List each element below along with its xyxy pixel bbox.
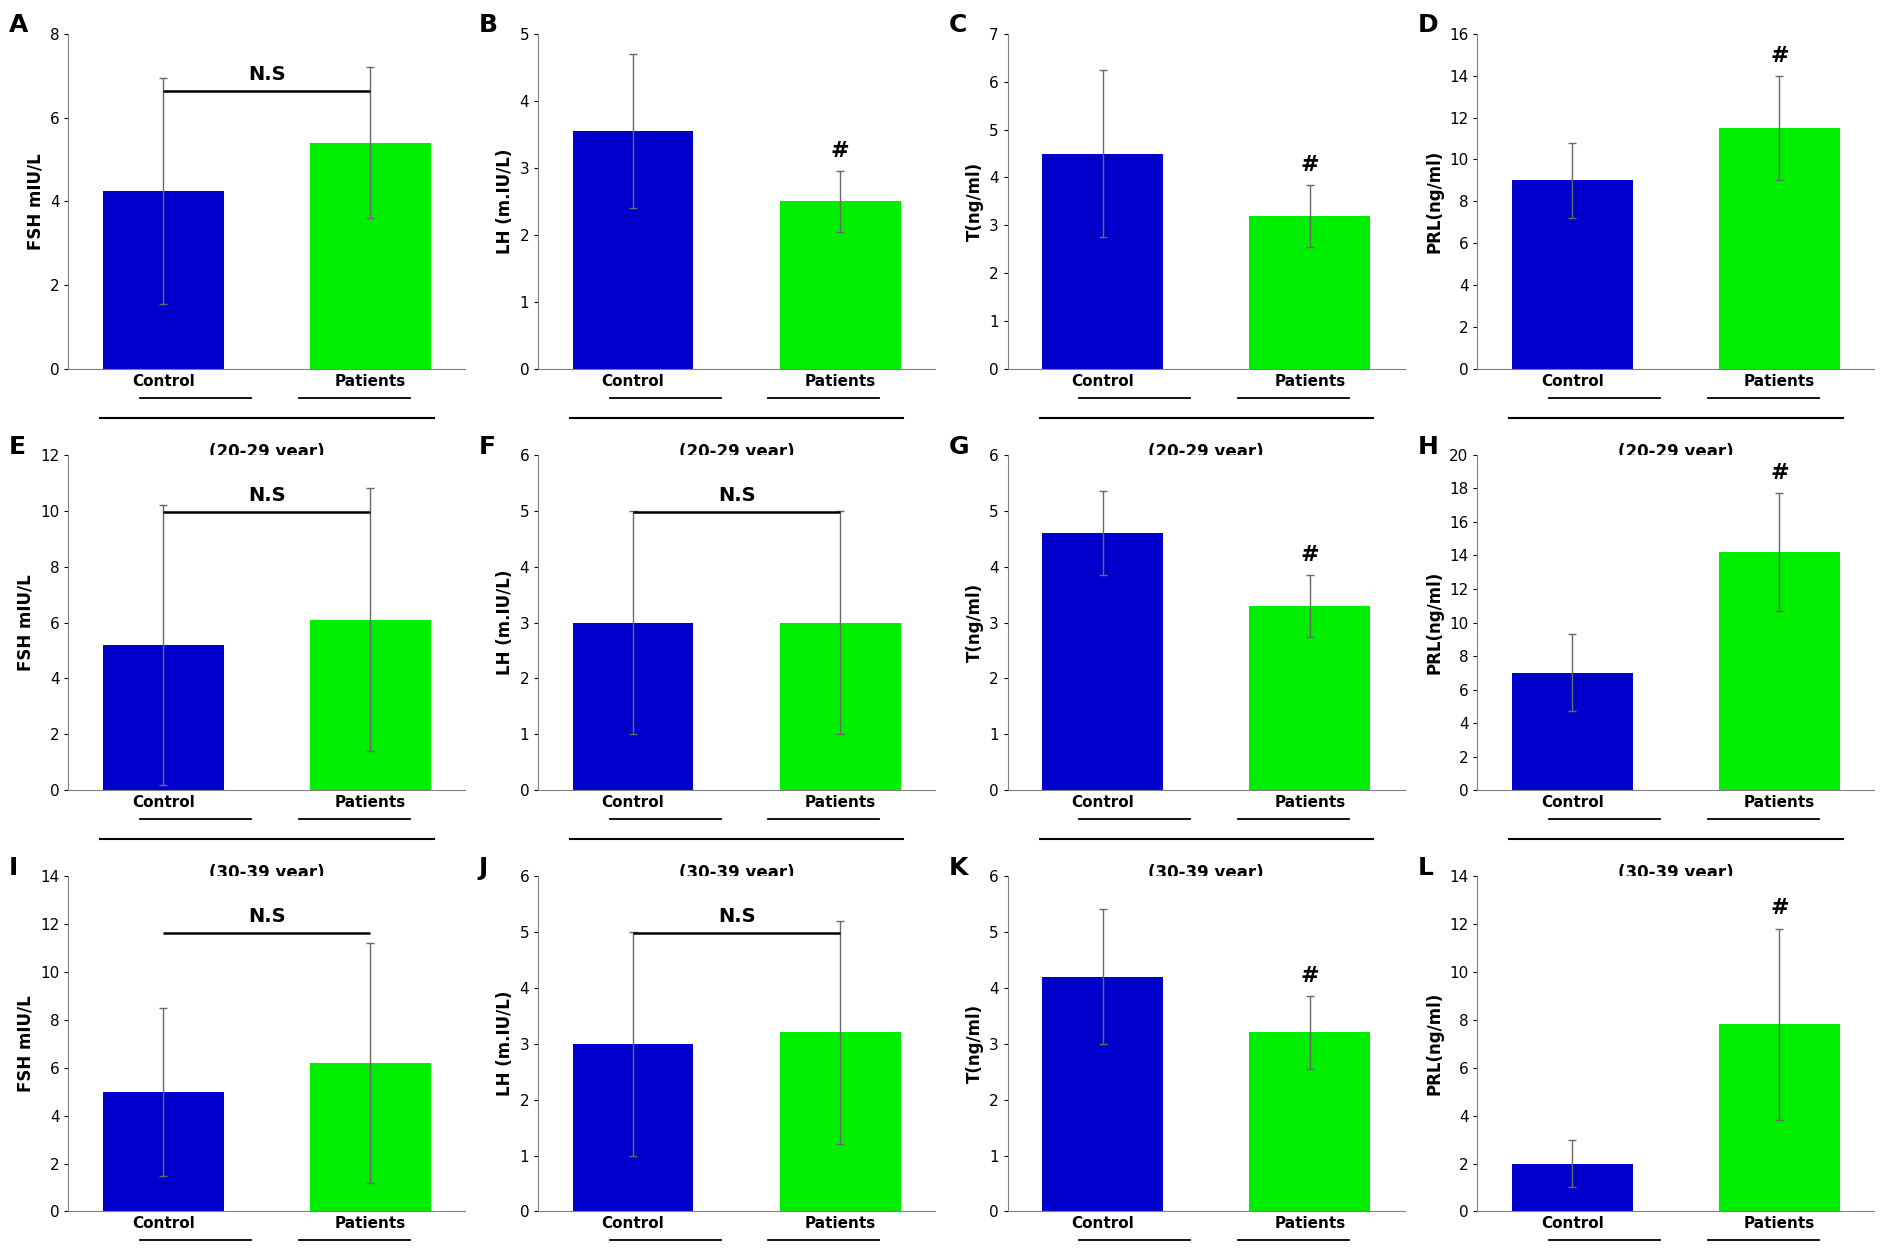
Y-axis label: T(ng/ml): T(ng/ml): [966, 583, 983, 663]
Text: B: B: [478, 14, 497, 37]
Text: #: #: [1301, 545, 1320, 565]
Text: (20-29 year): (20-29 year): [679, 443, 794, 461]
Bar: [573, 623, 694, 790]
Bar: [573, 1043, 694, 1212]
Text: #: #: [1770, 899, 1789, 919]
Text: N.S: N.S: [248, 65, 286, 84]
Y-axis label: PRL(ng/ml): PRL(ng/ml): [1426, 150, 1443, 253]
Bar: [1250, 605, 1371, 790]
Text: N.S: N.S: [719, 907, 755, 926]
Text: J: J: [478, 856, 488, 880]
Bar: [779, 623, 900, 790]
Text: N.S: N.S: [719, 485, 755, 505]
Bar: [102, 191, 223, 369]
Y-axis label: LH (m.IU/L): LH (m.IU/L): [495, 149, 514, 255]
Text: (20-29 year): (20-29 year): [1619, 443, 1734, 461]
Bar: [1719, 1025, 1840, 1212]
Bar: [1719, 552, 1840, 790]
Bar: [1250, 216, 1371, 369]
Y-axis label: PRL(ng/ml): PRL(ng/ml): [1426, 992, 1443, 1096]
Text: #: #: [1301, 155, 1320, 175]
Y-axis label: T(ng/ml): T(ng/ml): [966, 1005, 983, 1083]
Text: #: #: [1770, 45, 1789, 65]
Text: (30-39 year): (30-39 year): [210, 864, 325, 882]
Text: #: #: [1301, 966, 1320, 986]
Text: I: I: [9, 856, 19, 880]
Bar: [1042, 154, 1163, 369]
Bar: [1042, 533, 1163, 790]
Y-axis label: FSH mIU/L: FSH mIU/L: [17, 995, 34, 1092]
Bar: [310, 142, 431, 369]
Text: E: E: [9, 434, 26, 458]
Y-axis label: FSH mIU/L: FSH mIU/L: [26, 154, 43, 250]
Text: C: C: [947, 14, 966, 37]
Text: K: K: [947, 856, 968, 880]
Text: (30-39 year): (30-39 year): [1619, 864, 1734, 882]
Text: A: A: [9, 14, 28, 37]
Bar: [1513, 1163, 1632, 1212]
Text: #: #: [830, 141, 849, 161]
Y-axis label: T(ng/ml): T(ng/ml): [966, 162, 983, 241]
Text: H: H: [1418, 434, 1439, 458]
Bar: [310, 1063, 431, 1212]
Bar: [779, 1032, 900, 1212]
Text: (30-39 year): (30-39 year): [1148, 864, 1263, 882]
Text: #: #: [1770, 463, 1789, 483]
Bar: [102, 645, 223, 790]
Text: L: L: [1418, 856, 1433, 880]
Y-axis label: LH (m.IU/L): LH (m.IU/L): [495, 570, 514, 675]
Bar: [1719, 129, 1840, 369]
Bar: [1042, 976, 1163, 1212]
Text: N.S: N.S: [248, 907, 286, 926]
Bar: [1513, 181, 1632, 369]
Text: G: G: [947, 434, 968, 458]
Y-axis label: FSH mIU/L: FSH mIU/L: [17, 574, 34, 671]
Bar: [573, 131, 694, 369]
Text: N.S: N.S: [248, 485, 286, 505]
Y-axis label: LH (m.IU/L): LH (m.IU/L): [495, 991, 514, 1096]
Y-axis label: PRL(ng/ml): PRL(ng/ml): [1426, 570, 1443, 674]
Bar: [310, 620, 431, 790]
Text: (20-29 year): (20-29 year): [210, 443, 325, 461]
Text: D: D: [1418, 14, 1439, 37]
Text: (20-29 year): (20-29 year): [1148, 443, 1263, 461]
Bar: [102, 1092, 223, 1212]
Text: F: F: [478, 434, 495, 458]
Bar: [779, 201, 900, 369]
Text: (30-39 year): (30-39 year): [679, 864, 794, 882]
Bar: [1250, 1032, 1371, 1212]
Bar: [1513, 673, 1632, 790]
